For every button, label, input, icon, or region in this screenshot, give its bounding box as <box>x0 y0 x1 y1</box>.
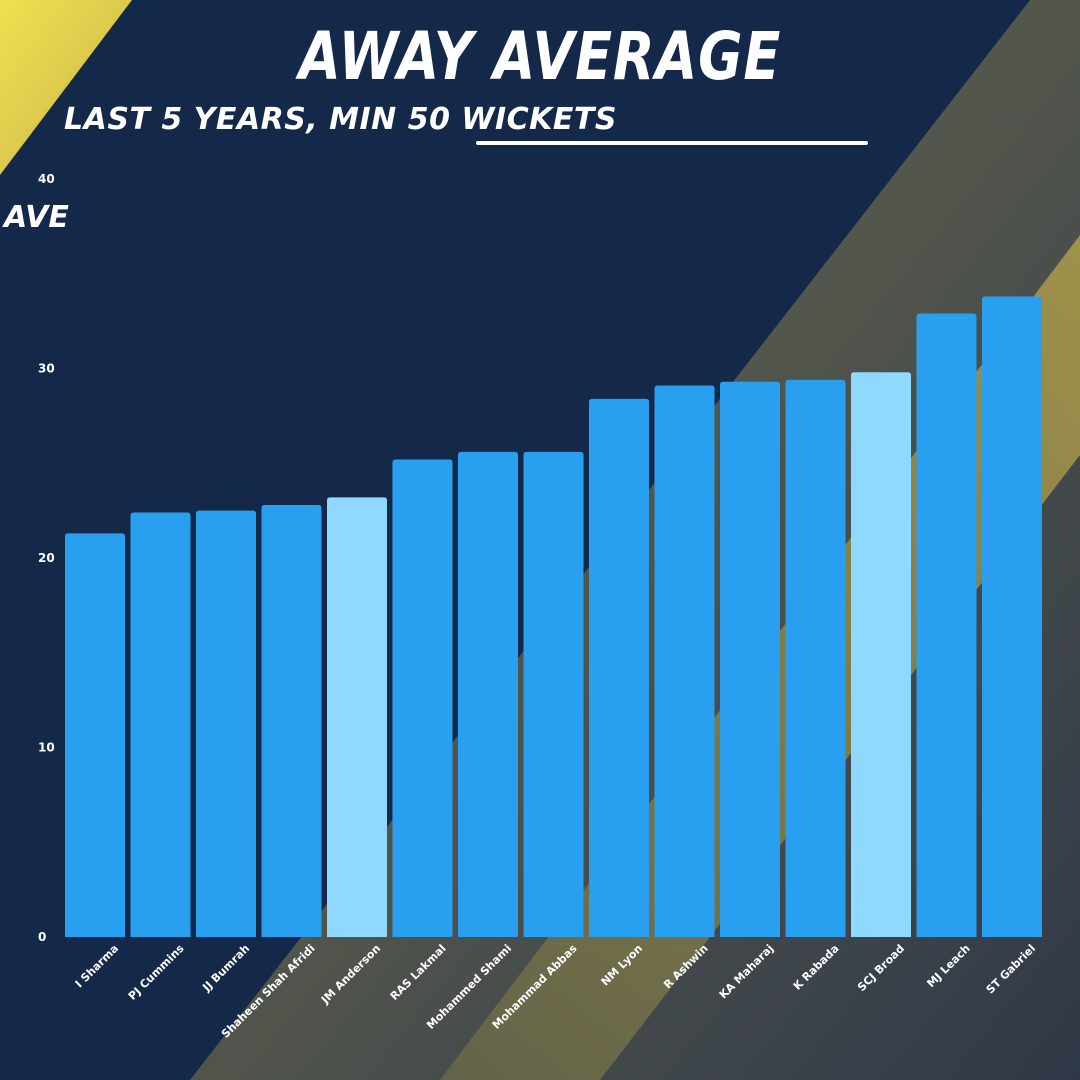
x-tick-label: K Rabada <box>791 942 842 993</box>
subtitle-underline <box>476 141 868 145</box>
bar-ras-lakmal <box>392 459 453 937</box>
y-tick-label: 20 <box>38 551 55 565</box>
bar-i-sharma <box>65 533 125 937</box>
bar-mj-leach <box>916 313 977 937</box>
bar-nm-lyon <box>589 398 649 937</box>
x-tick-label: NM Lyon <box>599 942 646 989</box>
x-tick-label: KA Maharaj <box>717 942 776 1001</box>
bar-scj-broad <box>851 372 911 937</box>
x-tick-label: I Sharma <box>73 942 121 990</box>
y-tick-label: 40 <box>38 172 55 186</box>
bar-mohammad-abbas <box>523 451 584 937</box>
y-tick-label: 0 <box>38 930 46 944</box>
x-tick-label: SCJ Broad <box>855 942 907 994</box>
bar-shaheen-shah-afridi <box>261 504 322 937</box>
x-tick-label: R Ashwin <box>661 942 710 991</box>
bar-r-ashwin <box>654 385 715 937</box>
x-tick-label: MJ Leach <box>924 942 972 990</box>
x-tick-label: RAS Lakmal <box>388 942 449 1003</box>
bar-pj-cummins <box>130 512 191 937</box>
chart-subtitle: LAST 5 YEARS, MIN 50 WICKETS <box>64 102 617 137</box>
corner-accent-yellow <box>0 0 132 175</box>
chart-title: AWAY AVERAGE <box>298 18 782 95</box>
y-tick-label: 10 <box>38 741 55 755</box>
x-tick-label: ST Gabriel <box>984 942 1038 996</box>
y-axis-label: AVE <box>4 200 69 235</box>
bar-k-rabada <box>785 379 846 937</box>
bar-mohammed-shami <box>458 451 518 937</box>
y-tick-label: 30 <box>38 362 55 376</box>
bar-ka-maharaj <box>720 381 780 937</box>
bar-jj-bumrah <box>196 510 256 937</box>
x-tick-label: JJ Bumrah <box>200 942 253 995</box>
bar-st-gabriel <box>982 296 1042 937</box>
x-tick-label: JM Anderson <box>318 942 383 1007</box>
x-tick-label: PJ Cummins <box>126 942 187 1003</box>
bar-jm-anderson <box>327 497 387 937</box>
